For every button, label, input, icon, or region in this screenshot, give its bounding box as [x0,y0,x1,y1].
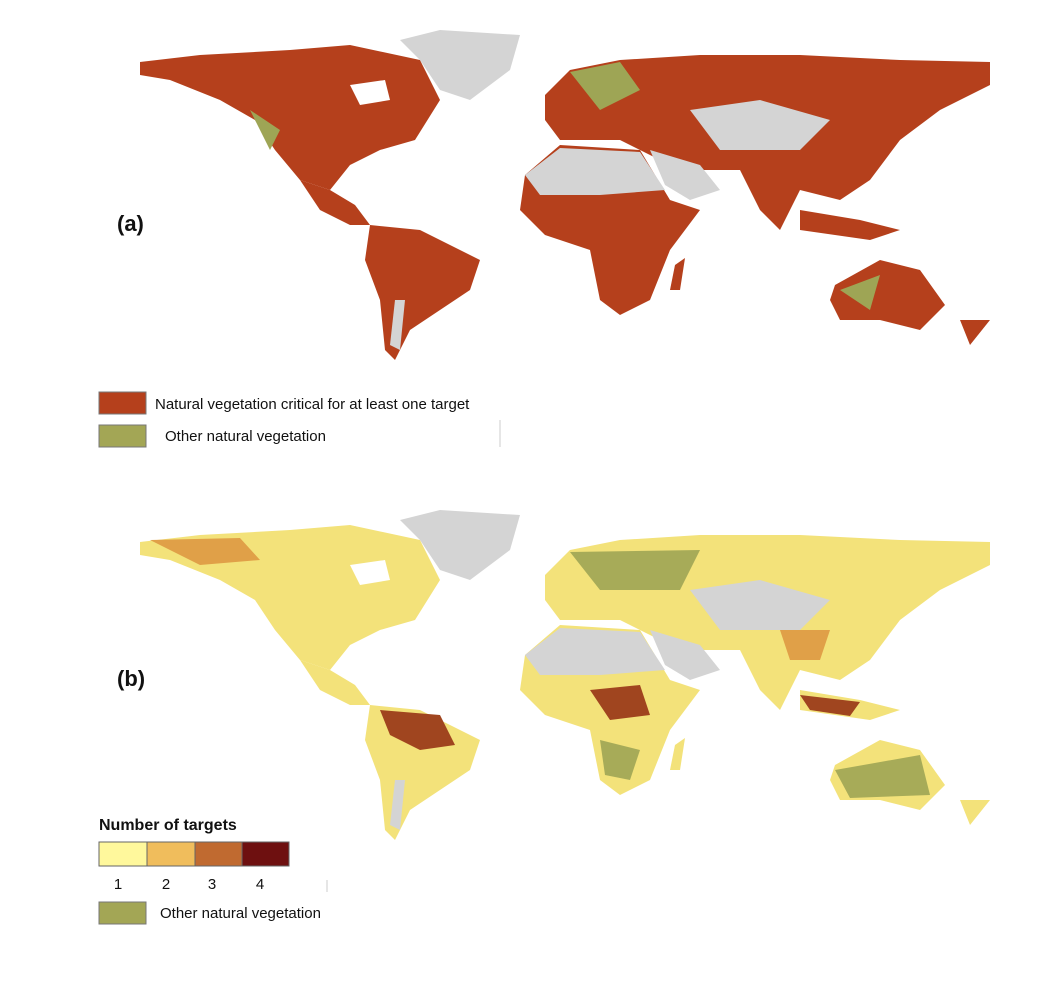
legend-scale-label: 3 [208,876,216,893]
legend-swatch [98,424,147,448]
map-b [140,510,990,840]
legend-swatch [98,841,148,867]
legend-swatch [146,841,196,867]
legend-scale-label: 4 [256,876,264,893]
legend-swatch [98,901,147,925]
legend-scale-label: 2 [162,876,170,893]
legend-scale-label: 1 [114,876,122,893]
legend-label: Other natural vegetation [160,905,321,922]
legend-swatch [194,841,243,867]
panel-label: (a) [117,211,144,236]
map-a [140,30,990,360]
legend-swatch [98,391,147,415]
legend-title: Number of targets [99,817,237,834]
legend-label: Natural vegetation critical for at least… [155,396,470,413]
legend-label: Other natural vegetation [165,428,326,445]
panel-label: (b) [117,666,145,691]
legend-swatch [241,841,290,867]
